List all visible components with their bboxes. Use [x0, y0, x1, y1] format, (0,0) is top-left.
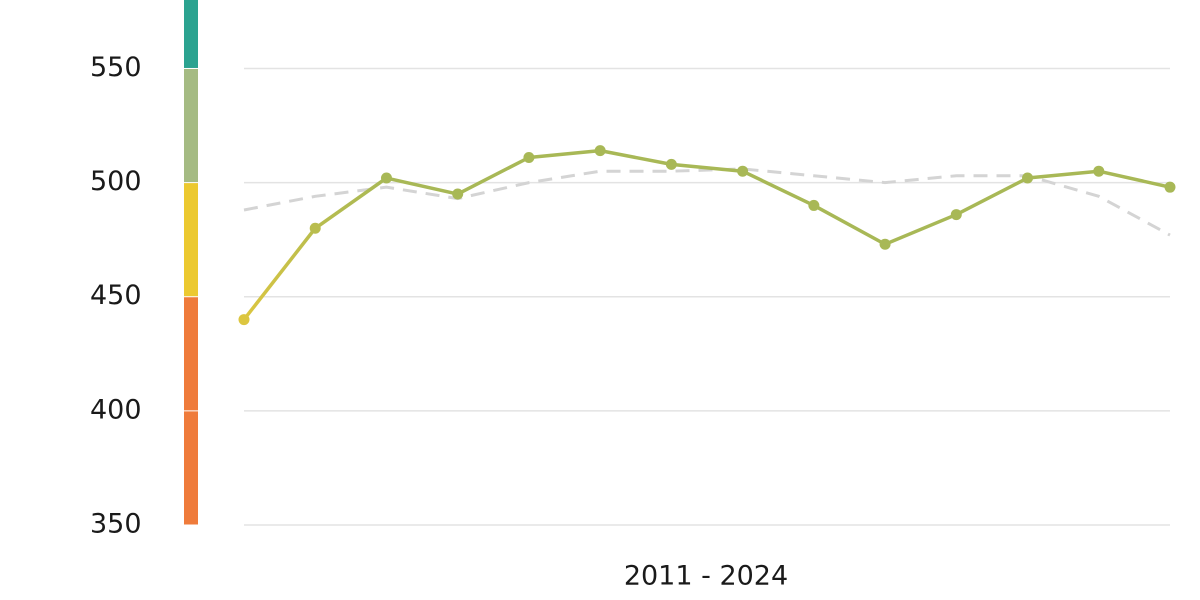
- data-point: [594, 145, 606, 157]
- y-tick-label: 550: [90, 52, 142, 83]
- y-tick-label: 500: [90, 166, 142, 197]
- data-point: [1022, 172, 1034, 184]
- data-point: [1093, 165, 1105, 177]
- data-point: [1164, 181, 1176, 193]
- y-tick-label: 350: [90, 509, 142, 540]
- data-point: [309, 222, 321, 234]
- scale-band: [184, 182, 198, 297]
- data-point: [808, 199, 820, 211]
- scale-band: [184, 68, 198, 183]
- data-point: [737, 165, 749, 177]
- data-point: [380, 172, 392, 184]
- data-line: [242, 148, 1171, 321]
- scale-band: [184, 0, 198, 69]
- y-tick-label: 450: [90, 280, 142, 311]
- data-point: [950, 209, 962, 221]
- x-axis-label: 2011 - 2024: [624, 561, 788, 592]
- y-tick-label: 400: [90, 394, 142, 425]
- data-point: [665, 158, 677, 170]
- data-point: [452, 188, 464, 200]
- trend-line: [243, 167, 1171, 237]
- data-point: [523, 152, 535, 163]
- data-point: [879, 238, 891, 250]
- data-point: [238, 314, 250, 326]
